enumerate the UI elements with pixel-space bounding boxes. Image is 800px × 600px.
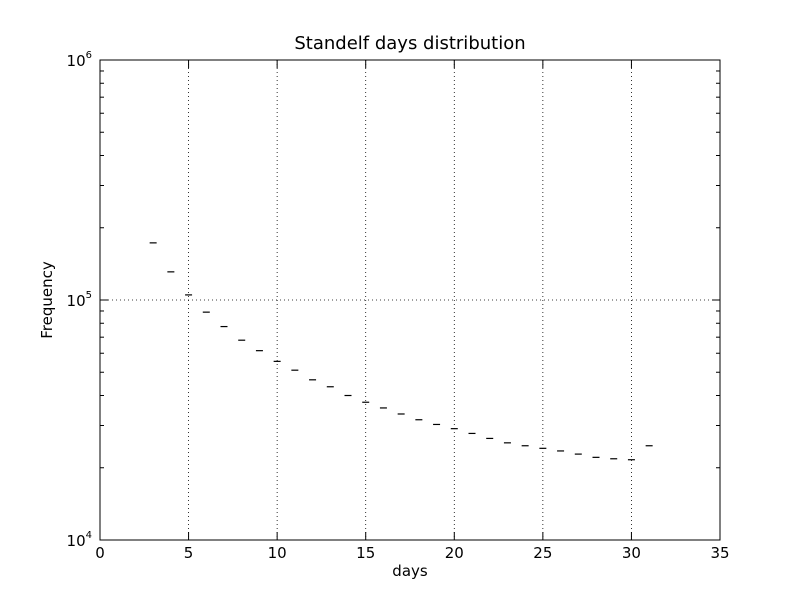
x-tick-label: 30 (622, 544, 641, 562)
y-tick-label: 105 (67, 290, 92, 310)
x-tick-label: 10 (268, 544, 287, 562)
x-tick-label: 20 (445, 544, 464, 562)
chart-title: Standelf days distribution (294, 33, 525, 54)
y-tick-label: 106 (67, 50, 92, 70)
x-tick-label: 35 (710, 544, 729, 562)
x-tick-label: 15 (356, 544, 375, 562)
x-axis-label: days (392, 562, 428, 580)
x-tick-label: 25 (533, 544, 552, 562)
y-axis-label: Frequency (38, 261, 56, 339)
x-tick-label: 5 (184, 544, 194, 562)
y-tick-label: 104 (67, 530, 92, 550)
plot-frame (99, 59, 721, 541)
data-markers (149, 242, 653, 461)
x-tick-label: 0 (95, 544, 105, 562)
tick-labels: 0 5 10 15 20 25 30 35 104 105 106 (67, 50, 730, 562)
